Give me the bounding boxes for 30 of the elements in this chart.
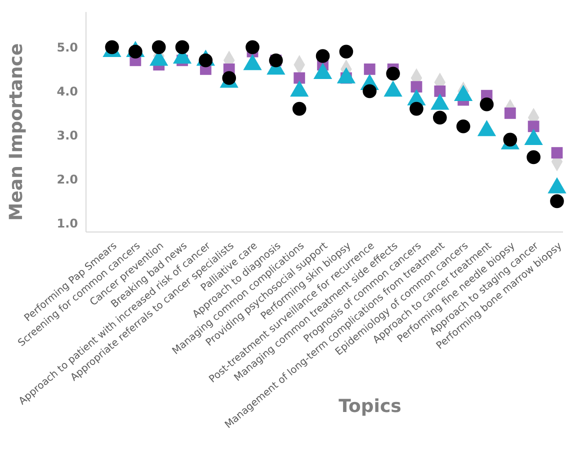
y-tick-label: 4.0: [56, 84, 78, 98]
y-tick-label: 2.0: [56, 172, 78, 186]
point: [339, 44, 354, 58]
point: [152, 40, 166, 54]
point: [480, 98, 494, 112]
point: [526, 150, 540, 164]
point: [386, 66, 400, 80]
point: [246, 40, 260, 54]
x-axis-title: Topics: [338, 396, 402, 417]
point: [434, 86, 446, 97]
y-tick-label: 3.0: [56, 128, 78, 142]
point: [504, 108, 516, 119]
point: [528, 120, 540, 132]
point: [432, 110, 447, 124]
point: [550, 194, 564, 208]
point: [222, 71, 236, 85]
point: [316, 49, 330, 63]
y-axis-title: Mean Importance: [6, 43, 27, 221]
y-tick-label: 1.0: [56, 216, 78, 230]
point: [294, 72, 306, 84]
point: [410, 102, 424, 116]
point: [362, 84, 377, 98]
point: [364, 64, 376, 75]
point: [410, 81, 422, 92]
point: [456, 120, 470, 134]
point: [503, 132, 518, 146]
point: [175, 40, 190, 54]
point: [292, 102, 306, 116]
y-tick-label: 5.0: [56, 40, 78, 54]
point: [551, 147, 563, 158]
